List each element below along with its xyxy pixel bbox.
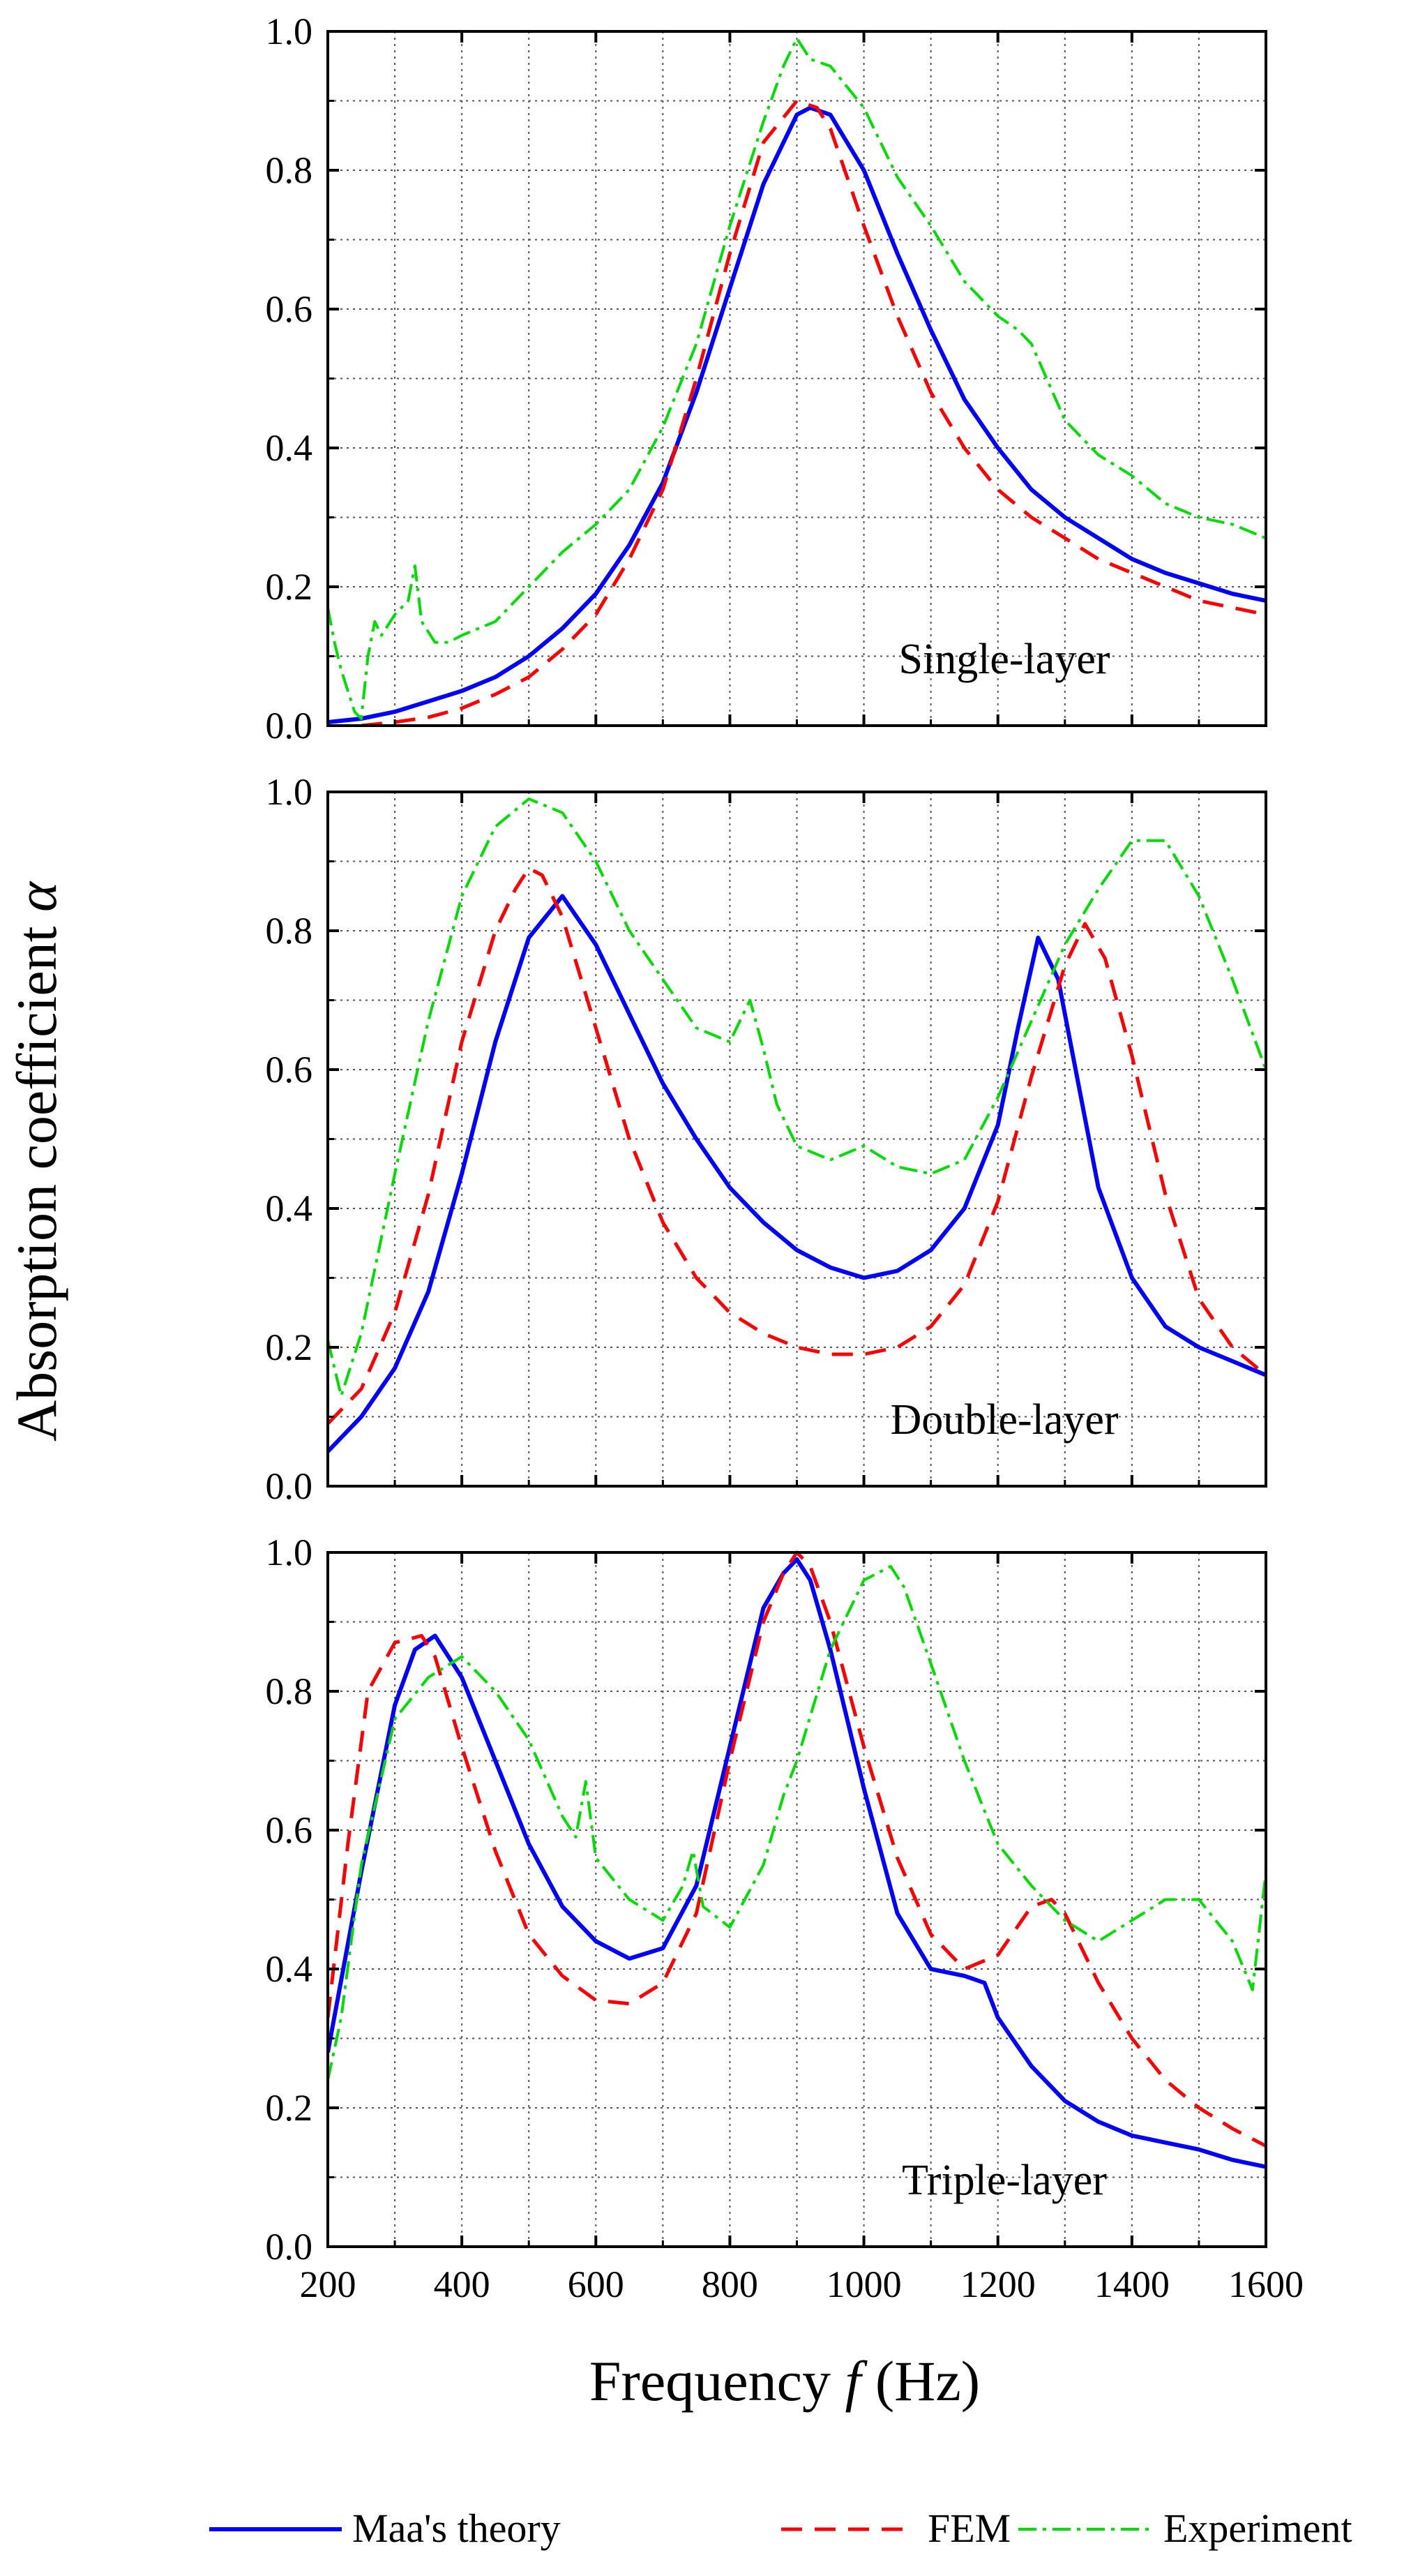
series-line-fem <box>328 866 1266 1425</box>
grid <box>328 792 1266 1486</box>
series-line-experiment <box>328 1564 1266 2081</box>
series-line-experiment <box>328 797 1266 1398</box>
series-line-experiment <box>328 37 1266 720</box>
y-tick-label: 0.0 <box>266 1465 313 1507</box>
y-tick-label: 0.2 <box>266 1326 313 1368</box>
y-tick-label: 0.8 <box>266 1670 313 1712</box>
series-line-maa <box>328 894 1266 1453</box>
legend: Maa's theory FEM Experiment <box>209 2506 1352 2551</box>
legend-label-fem: FEM <box>928 2506 1011 2551</box>
panel-label: Triple-layer <box>902 2157 1107 2204</box>
y-tick-label: 0.4 <box>266 1188 313 1229</box>
x-tick-label: 400 <box>434 2263 490 2305</box>
legend-label-maa: Maa's theory <box>352 2506 561 2551</box>
y-tick-label: 1.0 <box>266 1532 313 1573</box>
panel-1: 0.0 0.2 0.4 0.6 0.8 1.0 Single-layer <box>266 10 1267 747</box>
y-tick-label: 0.4 <box>266 1948 313 1990</box>
y-tick-label: 0.6 <box>266 288 313 330</box>
series-group <box>328 1550 1266 2169</box>
series-group <box>328 797 1266 1453</box>
y-axis-title: Absorption coefficient α <box>5 881 68 1441</box>
x-tick-label: 800 <box>702 2263 758 2305</box>
panel-label: Single-layer <box>898 636 1110 683</box>
x-tick-label: 1200 <box>960 2263 1036 2305</box>
ticks: 0.0 0.2 0.4 0.6 0.8 1.0 <box>266 771 1267 1507</box>
panel-3: 0.0 0.2 0.4 0.6 0.8 1.0 200 400 600 800 1000 1200 14… <box>266 1532 1304 2305</box>
x-tick-label: 1400 <box>1094 2263 1170 2305</box>
x-tick-label: 1000 <box>827 2263 902 2305</box>
y-tick-label: 0.4 <box>266 427 313 469</box>
x-tick-label: 600 <box>568 2263 624 2305</box>
grid <box>328 31 1266 726</box>
y-tick-label: 0.6 <box>266 1809 313 1851</box>
y-tick-label: 1.0 <box>266 10 313 52</box>
y-tick-label: 0.2 <box>266 566 313 608</box>
series-line-maa <box>328 105 1266 724</box>
legend-label-experiment: Experiment <box>1163 2506 1352 2551</box>
y-tick-label: 0.0 <box>266 705 313 747</box>
x-tick-label: 200 <box>300 2263 356 2305</box>
y-tick-label: 0.8 <box>266 910 313 952</box>
y-tick-label: 0.6 <box>266 1049 313 1091</box>
y-tick-label: 1.0 <box>266 771 313 813</box>
panel-2: 0.0 0.2 0.4 0.6 0.8 1.0 Double-layer <box>266 771 1267 1507</box>
x-axis-title: Frequency f (Hz) <box>589 2349 980 2413</box>
y-tick-label: 0.2 <box>266 2087 313 2129</box>
ticks: 0.0 0.2 0.4 0.6 0.8 1.0 <box>266 10 1267 747</box>
series-line-fem <box>328 1550 1266 2148</box>
y-tick-label: 0.0 <box>266 2226 313 2268</box>
y-tick-label: 0.8 <box>266 149 313 191</box>
x-tick-label: 1600 <box>1228 2263 1304 2305</box>
series-line-fem <box>361 99 1266 726</box>
ticks: 0.0 0.2 0.4 0.6 0.8 1.0 200 400 600 800 1000 1200 14… <box>266 1532 1304 2305</box>
grid <box>328 1552 1266 2247</box>
panel-label: Double-layer <box>890 1396 1118 1444</box>
series-line-maa <box>328 1557 1266 2169</box>
chart-panels: 0.00.20.40.60.81.0Single-layer0.00.20.40… <box>266 10 1304 2305</box>
series-group <box>328 37 1266 726</box>
